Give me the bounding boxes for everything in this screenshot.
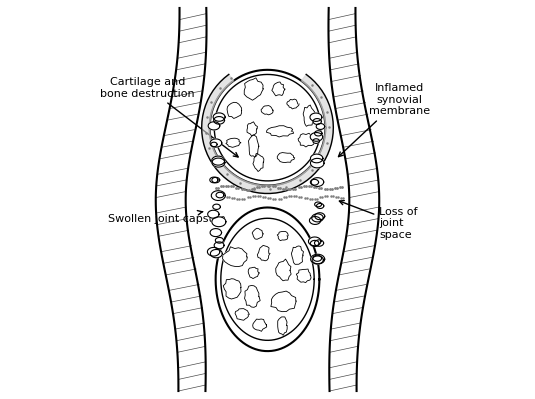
Text: Loss of
joint
space: Loss of joint space (339, 201, 418, 240)
Polygon shape (272, 82, 285, 96)
Polygon shape (313, 119, 322, 124)
Polygon shape (213, 117, 225, 124)
Polygon shape (310, 154, 323, 163)
Polygon shape (310, 179, 319, 185)
Polygon shape (276, 259, 291, 281)
Polygon shape (312, 214, 323, 222)
Polygon shape (310, 113, 322, 121)
Polygon shape (312, 256, 323, 264)
Polygon shape (227, 102, 242, 119)
Polygon shape (210, 70, 325, 186)
Text: Swollen joint capsule: Swollen joint capsule (108, 211, 226, 225)
Text: Inflamed
synovial
membrane: Inflamed synovial membrane (339, 83, 430, 157)
Polygon shape (315, 240, 324, 246)
Polygon shape (235, 309, 249, 320)
Polygon shape (277, 152, 295, 162)
Polygon shape (310, 158, 324, 168)
Polygon shape (309, 217, 321, 225)
Polygon shape (313, 139, 319, 143)
Polygon shape (208, 247, 220, 256)
Polygon shape (223, 279, 241, 299)
Polygon shape (253, 154, 264, 172)
Polygon shape (211, 191, 225, 201)
Polygon shape (253, 319, 267, 331)
Polygon shape (257, 245, 270, 261)
Polygon shape (292, 246, 303, 265)
Polygon shape (315, 202, 322, 207)
Polygon shape (216, 237, 224, 243)
Polygon shape (213, 204, 220, 209)
Polygon shape (208, 210, 219, 218)
Polygon shape (223, 247, 247, 267)
Polygon shape (210, 249, 223, 258)
Polygon shape (212, 158, 225, 167)
Polygon shape (278, 317, 287, 335)
Polygon shape (311, 254, 325, 264)
Polygon shape (244, 78, 263, 100)
Polygon shape (212, 156, 225, 165)
Polygon shape (212, 217, 226, 227)
Polygon shape (216, 192, 224, 198)
Polygon shape (287, 99, 299, 109)
Polygon shape (310, 240, 319, 247)
Polygon shape (316, 124, 325, 129)
Polygon shape (208, 122, 220, 130)
Polygon shape (310, 132, 323, 141)
Polygon shape (214, 242, 224, 249)
Polygon shape (226, 138, 241, 147)
Polygon shape (247, 122, 257, 136)
Polygon shape (315, 131, 322, 136)
Polygon shape (271, 291, 296, 312)
Polygon shape (309, 237, 321, 246)
Polygon shape (277, 231, 288, 241)
Polygon shape (311, 178, 324, 186)
Polygon shape (212, 177, 220, 183)
Polygon shape (210, 177, 218, 183)
Polygon shape (261, 106, 273, 115)
Polygon shape (313, 255, 322, 261)
Polygon shape (249, 135, 259, 157)
Polygon shape (213, 113, 225, 121)
Polygon shape (266, 126, 294, 137)
Polygon shape (210, 139, 222, 147)
Polygon shape (317, 203, 324, 209)
Polygon shape (210, 229, 221, 237)
Polygon shape (244, 285, 260, 307)
Text: Cartilage and
bone destruction: Cartilage and bone destruction (101, 77, 238, 157)
Polygon shape (296, 269, 311, 282)
Polygon shape (303, 105, 315, 126)
Polygon shape (248, 267, 259, 279)
Polygon shape (216, 207, 319, 351)
Polygon shape (211, 142, 217, 147)
Polygon shape (252, 228, 263, 239)
Polygon shape (315, 213, 325, 220)
Polygon shape (298, 133, 315, 147)
Polygon shape (202, 75, 333, 194)
